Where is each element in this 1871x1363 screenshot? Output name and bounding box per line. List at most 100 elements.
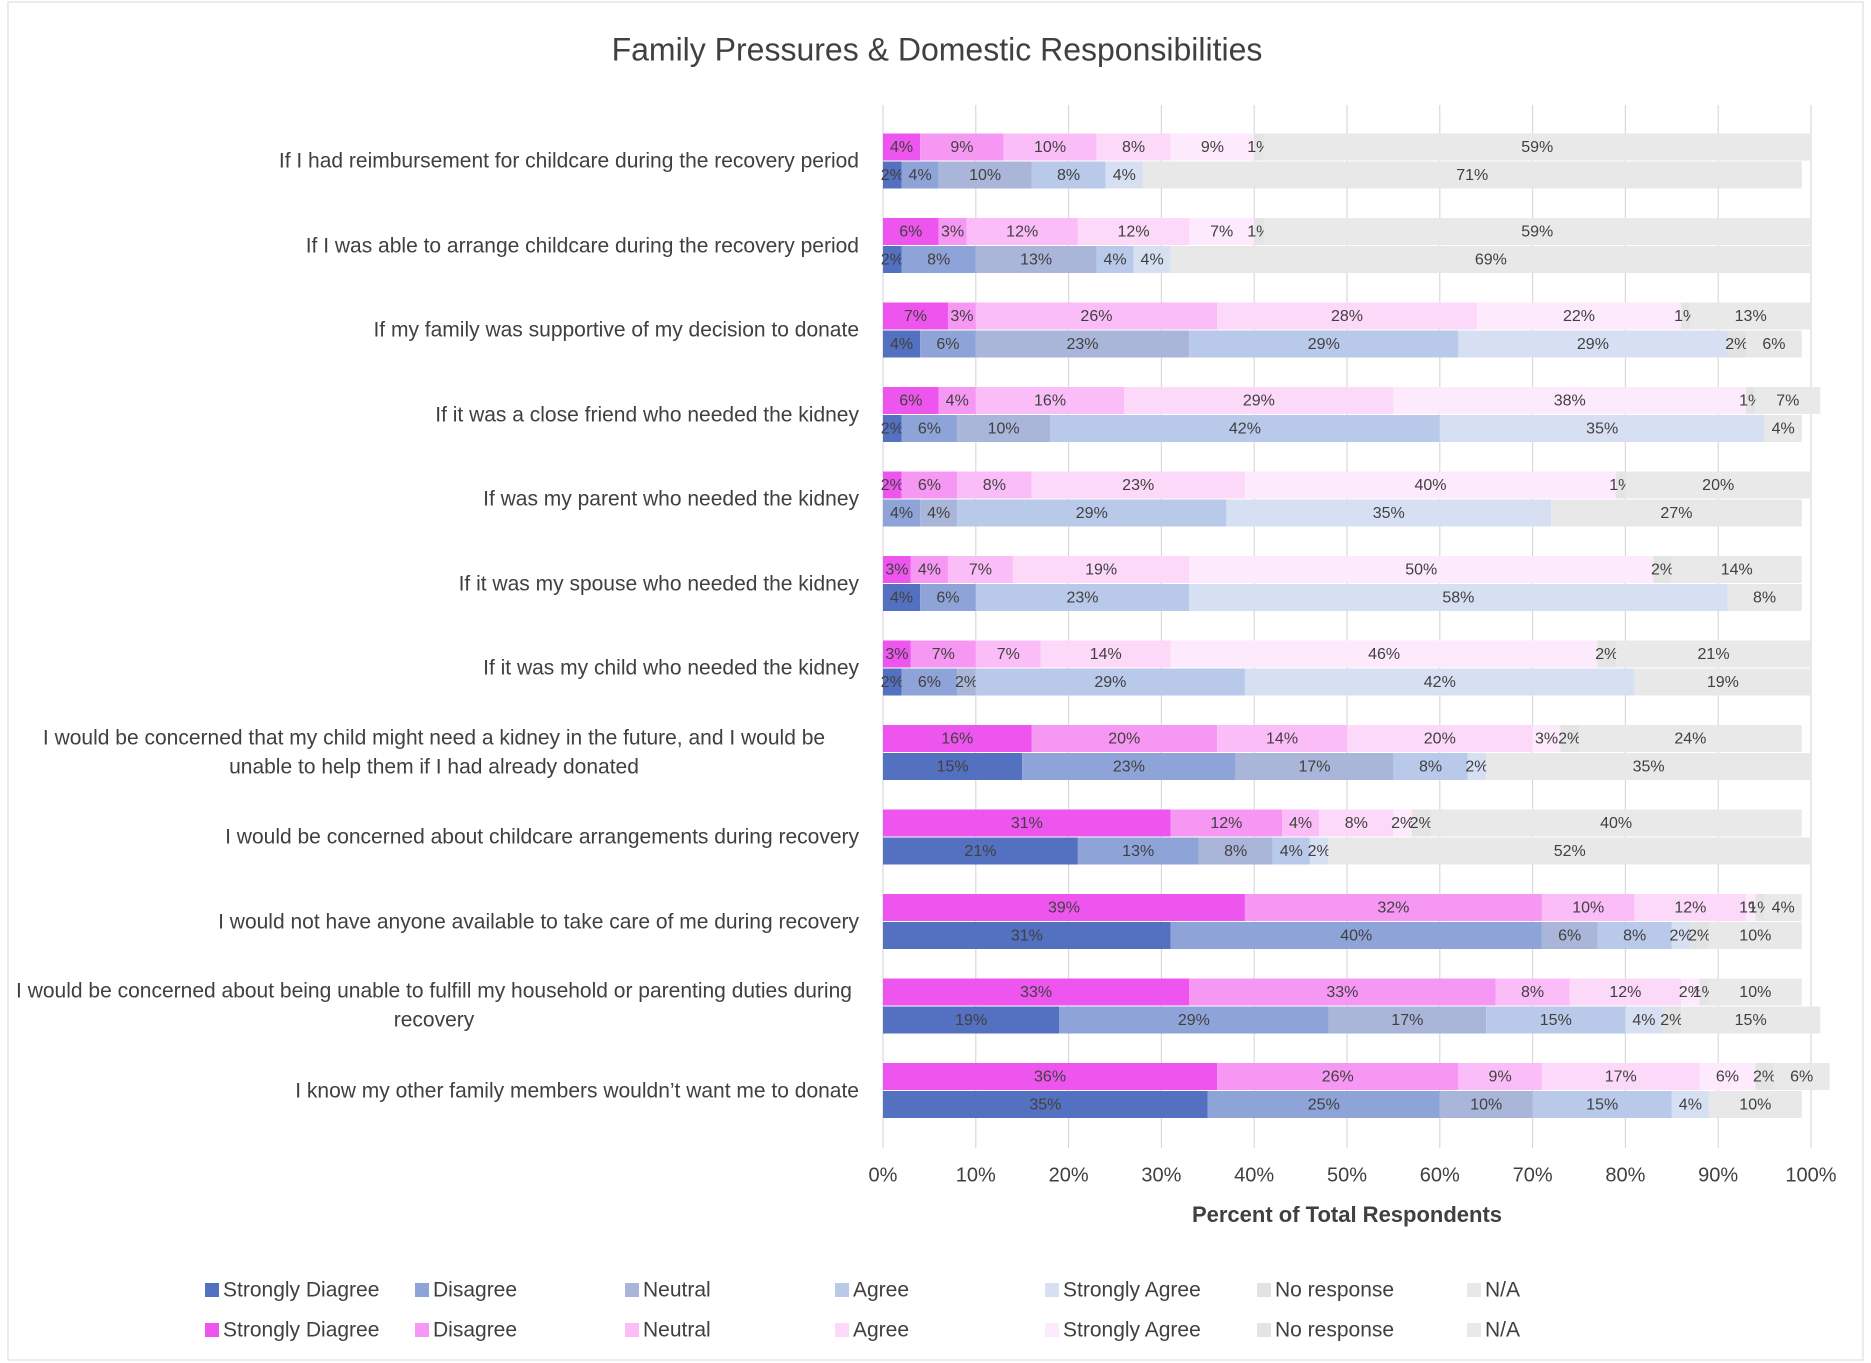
data-label: 29%: [1308, 336, 1340, 353]
data-label: 16%: [1034, 393, 1066, 410]
category-text: If my family was supportive of my decisi…: [373, 318, 859, 342]
data-label: 27%: [1660, 505, 1692, 522]
bar-segment: [1170, 246, 1811, 273]
legend-swatch: [1257, 1323, 1271, 1337]
data-label: 19%: [955, 1012, 987, 1029]
bar-segment: [957, 415, 1051, 442]
data-label: 7%: [997, 646, 1020, 663]
category-label: If I had reimbursement for childcare dur…: [0, 146, 859, 175]
bar-segment: [938, 387, 976, 414]
bar-segment: [1616, 640, 1811, 668]
bar-segment: [1708, 922, 1802, 949]
bar-segment: [883, 499, 921, 527]
data-label: 33%: [1326, 984, 1358, 1001]
bar-segment: [1411, 809, 1431, 837]
bar-segment: [1012, 556, 1190, 583]
data-label: 10%: [1470, 1097, 1502, 1114]
data-label: 35%: [1373, 505, 1405, 522]
bar-segment: [1022, 753, 1236, 780]
bar-segment: [947, 556, 1013, 583]
legend-swatch: [1467, 1323, 1481, 1337]
data-label: 15%: [1735, 1012, 1767, 1029]
bar-segment: [1189, 556, 1654, 583]
bar-segment: [1755, 1063, 1774, 1090]
data-label: 2%: [881, 477, 904, 494]
bar-segment: [1662, 1006, 1682, 1034]
legend-swatch: [625, 1323, 639, 1337]
bar-segment: [920, 133, 1004, 161]
data-label: 2%: [1558, 731, 1581, 748]
data-label: 7%: [932, 646, 955, 663]
data-label: 8%: [927, 252, 950, 269]
legend-swatch: [835, 1283, 849, 1297]
data-label: 69%: [1475, 252, 1507, 269]
legend-label: Strongly Agree: [1063, 1319, 1201, 1342]
category-label: If it was a close friend who needed the …: [0, 400, 859, 429]
data-label: 7%: [1776, 393, 1799, 410]
data-label: 10%: [1739, 1097, 1771, 1114]
data-label: 14%: [1266, 731, 1298, 748]
bar-segment: [1189, 978, 1496, 1006]
bar-segment: [883, 894, 1245, 921]
data-label: 23%: [1067, 590, 1099, 607]
bar-segment: [1625, 1006, 1663, 1034]
data-label: 31%: [1011, 815, 1043, 832]
data-label: 17%: [1605, 1069, 1637, 1086]
bar-segment: [975, 246, 1097, 273]
data-label: 6%: [918, 477, 941, 494]
bar-segment: [1319, 809, 1394, 837]
legend-label: N/A: [1485, 1279, 1520, 1302]
bar-segment: [1690, 922, 1709, 949]
bar-segment: [1746, 387, 1756, 414]
category-label: If it was my spouse who needed the kidne…: [0, 569, 859, 598]
data-label: 2%: [1660, 1012, 1683, 1029]
data-label: 7%: [1210, 224, 1233, 241]
bar-segment: [1393, 809, 1412, 837]
bar-segment: [1458, 330, 1728, 358]
data-label: 8%: [1345, 815, 1368, 832]
data-label: 8%: [1419, 759, 1442, 776]
data-label: 4%: [1679, 1097, 1702, 1114]
bar-segment: [1467, 753, 1487, 780]
data-label: 2%: [881, 252, 904, 269]
category-text: If I was able to arrange childcare durin…: [305, 233, 859, 257]
data-label: 33%: [1020, 984, 1052, 1001]
data-label: 17%: [1391, 1012, 1423, 1029]
data-label: 29%: [1243, 393, 1275, 410]
data-label: 3%: [950, 308, 973, 325]
data-label: 71%: [1456, 167, 1488, 184]
bar-segment: [883, 1063, 1218, 1090]
legend-label: Disagree: [433, 1319, 517, 1342]
data-label: 6%: [1762, 336, 1785, 353]
bar-segment: [1207, 1091, 1440, 1118]
x-tick-label: 60%: [1420, 1164, 1460, 1186]
data-label: 8%: [1122, 139, 1145, 156]
data-label: 12%: [1609, 984, 1641, 1001]
bar-segment: [1235, 753, 1394, 780]
data-label: 40%: [1415, 477, 1447, 494]
category-text: I would be concerned about being unable …: [16, 979, 852, 1032]
bar-segment: [910, 640, 976, 668]
bar-segment: [1077, 218, 1190, 245]
legend-swatch: [415, 1323, 429, 1337]
bar-segment: [1217, 1063, 1459, 1090]
category-label: I know my other family members wouldn’t …: [0, 1076, 859, 1105]
bar-segment: [1189, 330, 1459, 358]
bar-segment: [883, 978, 1190, 1006]
bar-segment: [1031, 471, 1245, 499]
bar-segment: [1328, 837, 1811, 865]
data-label: 6%: [1790, 1069, 1813, 1086]
bar-segment: [1244, 668, 1635, 696]
data-label: 14%: [1090, 646, 1122, 663]
legend-swatch: [415, 1283, 429, 1297]
data-label: 4%: [1289, 815, 1312, 832]
bar-segment: [975, 584, 1190, 611]
data-label: 35%: [1633, 759, 1665, 776]
data-label: 6%: [936, 336, 959, 353]
bar-segment: [1764, 415, 1802, 442]
x-tick-label: 50%: [1327, 1164, 1367, 1186]
bar-segment: [1217, 725, 1347, 752]
bar-segment: [883, 387, 939, 414]
bar-segment: [901, 415, 958, 442]
data-label: 40%: [1600, 815, 1632, 832]
